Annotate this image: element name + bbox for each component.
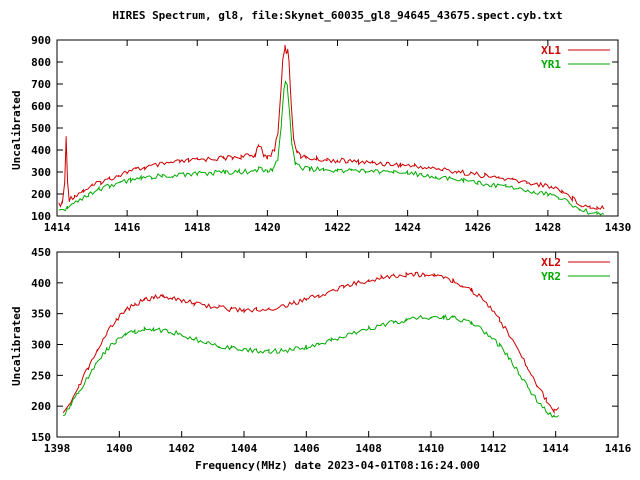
- legend-label-XL1: XL1: [541, 44, 561, 57]
- y-tick-label: 900: [31, 34, 51, 47]
- x-tick-label: 1410: [418, 442, 445, 455]
- x-tick-label: 1422: [324, 221, 351, 234]
- x-tick-label: 1424: [394, 221, 421, 234]
- legend-label-YR2: YR2: [541, 270, 561, 283]
- chart-panel-0: 1414 1416 1418 1420 1422 1424 1426 1428 1430 100 2…: [31, 34, 631, 234]
- x-tick-label: 1428: [535, 221, 562, 234]
- y-tick-label: 200: [31, 188, 51, 201]
- page-title: HIRES Spectrum, gl8, file:Skynet_60035_g…: [112, 9, 563, 22]
- plot-border: [56, 251, 619, 438]
- series-XL1-line: [58, 44, 605, 211]
- series-XL2-line: [62, 271, 560, 414]
- x-tick-label: 1404: [231, 442, 258, 455]
- series-YR2-line: [62, 313, 560, 418]
- x-tick-label: 1426: [465, 221, 492, 234]
- y-tick-label: 500: [31, 122, 51, 135]
- legend-label-XL2: XL2: [541, 256, 561, 269]
- x-tick-label: 1406: [293, 442, 320, 455]
- legend-label-YR1: YR1: [541, 58, 561, 71]
- y-tick-label: 100: [31, 210, 51, 223]
- x-tick-label: 1400: [106, 442, 133, 455]
- chart-panel-1: 1398 1400 1402 1404 1406 1408 1410 1412 1414 1416…: [31, 246, 631, 455]
- x-tick-label: 1416: [114, 221, 141, 234]
- x-tick-label: 1412: [480, 442, 507, 455]
- x-tick-label: 1408: [355, 442, 382, 455]
- y-tick-label: 200: [31, 400, 51, 413]
- x-tick-label: 1402: [168, 442, 195, 455]
- y-tick-label: 400: [31, 144, 51, 157]
- x-tick-label: 1414: [542, 442, 569, 455]
- x-tick-label: 1420: [254, 221, 281, 234]
- y-tick-label: 350: [31, 308, 51, 321]
- y-tick-label: 300: [31, 166, 51, 179]
- y-tick-label: 400: [31, 277, 51, 290]
- y-tick-label: 800: [31, 56, 51, 69]
- x-tick-label: 1430: [605, 221, 632, 234]
- y-tick-label: 150: [31, 431, 51, 444]
- y-tick-label: 450: [31, 246, 51, 259]
- y-tick-label: 250: [31, 369, 51, 382]
- y-tick-label: 700: [31, 78, 51, 91]
- y-tick-label: 300: [31, 339, 51, 352]
- x-tick-label: 1398: [44, 442, 71, 455]
- series-YR1-line: [58, 80, 605, 216]
- x-tick-label: 1416: [605, 442, 632, 455]
- x-tick-label: 1418: [184, 221, 211, 234]
- y-tick-label: 600: [31, 100, 51, 113]
- x-tick-label: 1414: [44, 221, 71, 234]
- x-axis-label: Frequency(MHz) date 2023-04-01T08:16:24.…: [195, 459, 480, 472]
- plot-border: [56, 39, 619, 217]
